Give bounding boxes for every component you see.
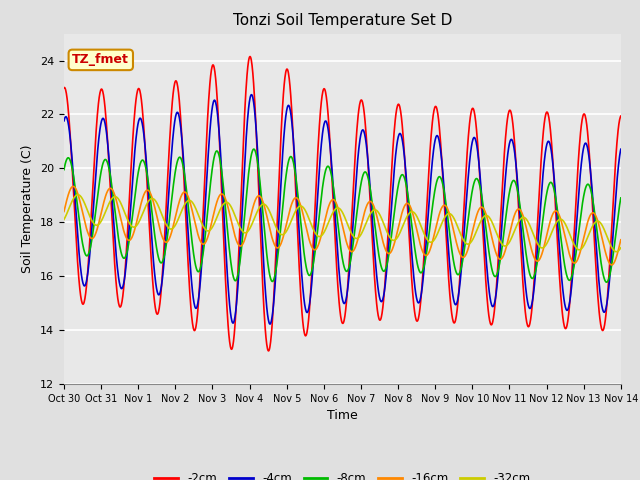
-8cm [250,146,258,152]
-32cm [60,216,68,222]
Title: Tonzi Soil Temperature Set D: Tonzi Soil Temperature Set D [233,13,452,28]
-4cm [246,95,254,101]
Line: -8cm: -8cm [64,149,621,282]
-16cm [60,209,68,215]
-8cm [246,159,254,165]
-4cm [170,122,178,128]
-8cm [551,192,559,197]
-8cm [617,195,625,201]
-4cm [617,146,625,152]
X-axis label: Time: Time [327,409,358,422]
-2cm [552,202,559,208]
-2cm [265,348,273,354]
-32cm [617,245,625,251]
Line: -2cm: -2cm [64,57,621,351]
-8cm [502,214,509,219]
-4cm [502,165,510,171]
-16cm [429,236,437,242]
-16cm [617,237,625,243]
Line: -16cm: -16cm [64,186,621,265]
-2cm [617,113,625,119]
-4cm [184,225,191,231]
-32cm [171,223,179,229]
-2cm [246,54,254,60]
-16cm [246,214,254,220]
-8cm [60,167,68,172]
-32cm [246,224,254,230]
-2cm [502,126,510,132]
-4cm [248,92,255,97]
-2cm [429,110,437,116]
-4cm [429,147,437,153]
-32cm [74,192,82,198]
Line: -4cm: -4cm [64,95,621,324]
Y-axis label: Soil Temperature (C): Soil Temperature (C) [22,144,35,273]
-8cm [170,176,178,181]
Text: TZ_fmet: TZ_fmet [72,53,129,66]
-2cm [60,85,68,91]
-2cm [246,54,254,60]
-16cm [171,217,179,223]
Line: -32cm: -32cm [64,195,621,252]
-2cm [184,255,191,261]
Legend: -2cm, -4cm, -8cm, -16cm, -32cm: -2cm, -4cm, -8cm, -16cm, -32cm [150,467,535,480]
-32cm [429,238,437,244]
-32cm [502,243,509,249]
-32cm [184,198,192,204]
-16cm [551,208,559,214]
-4cm [552,191,559,196]
-32cm [551,222,559,228]
-2cm [170,82,178,88]
-16cm [607,262,615,268]
-4cm [266,321,274,327]
-32cm [612,249,620,254]
-4cm [60,118,68,124]
-8cm [184,199,191,205]
-16cm [502,246,509,252]
-16cm [184,194,192,200]
-8cm [603,279,611,285]
-8cm [429,199,437,204]
-16cm [70,183,77,189]
